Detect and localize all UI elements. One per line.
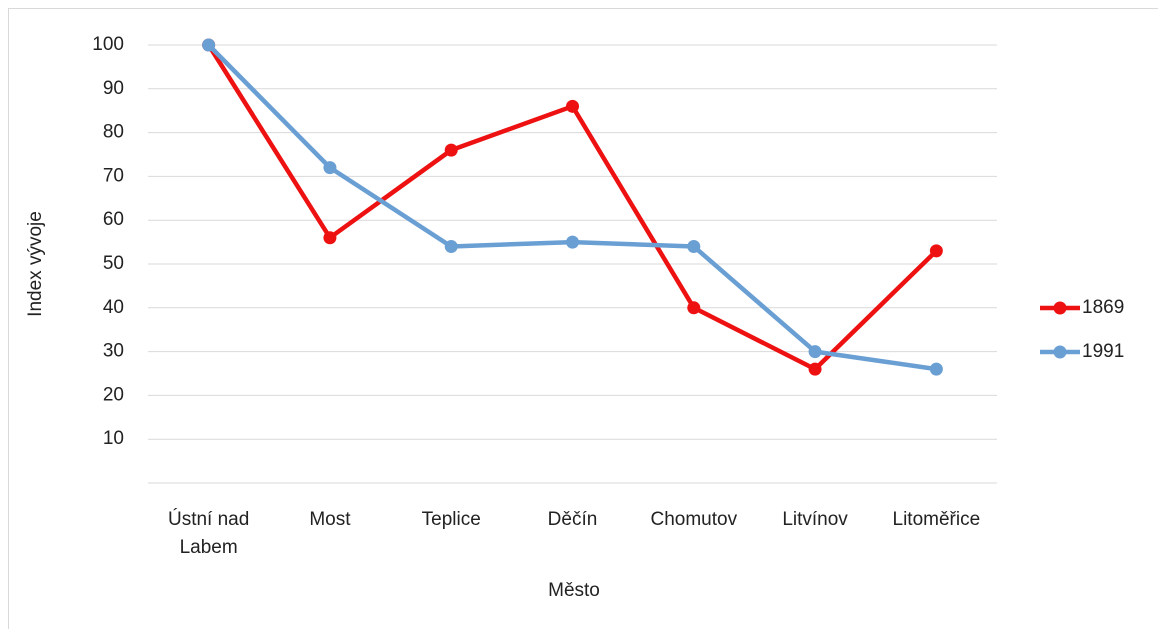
data-point [566,99,579,113]
data-point [444,239,458,253]
y-tick-label: 80 [103,122,124,143]
y-tick-label: 40 [103,297,124,318]
x-axis-label: Město [548,580,600,601]
data-point [323,161,337,175]
y-axis-label: Index vývoje [25,211,46,317]
y-tick-label: 10 [103,428,124,449]
data-point [566,235,579,249]
data-point [444,143,458,157]
data-point [929,244,943,258]
legend-marker [1053,345,1067,359]
legend-marker [1053,301,1067,315]
data-point [929,362,943,376]
legend-label: 1869 [1082,297,1124,318]
y-tick-label: 90 [103,78,124,99]
data-point [202,38,216,52]
legend-label: 1991 [1082,341,1124,362]
y-tick-label: 50 [103,253,124,274]
x-tick-label: Chomutov [650,509,737,530]
data-point [323,231,337,245]
data-point [687,301,701,315]
y-tick-label: 100 [92,34,124,55]
y-tick-label: 60 [103,209,124,230]
data-point [687,239,701,253]
x-tick-label: Děčín [548,509,598,530]
data-point [808,362,822,376]
x-tick-label: Teplice [422,509,481,530]
x-tick-label: Most [309,509,351,530]
x-tick-label: Litoměřice [893,509,981,530]
chart-frame [8,8,1158,629]
y-tick-label: 20 [103,384,124,405]
data-point [808,345,822,359]
y-tick-label: 30 [103,341,124,362]
y-tick-label: 70 [103,165,124,186]
x-tick-label: Litvínov [782,509,848,530]
x-tick-label: Ústní nad Labem [168,508,249,558]
